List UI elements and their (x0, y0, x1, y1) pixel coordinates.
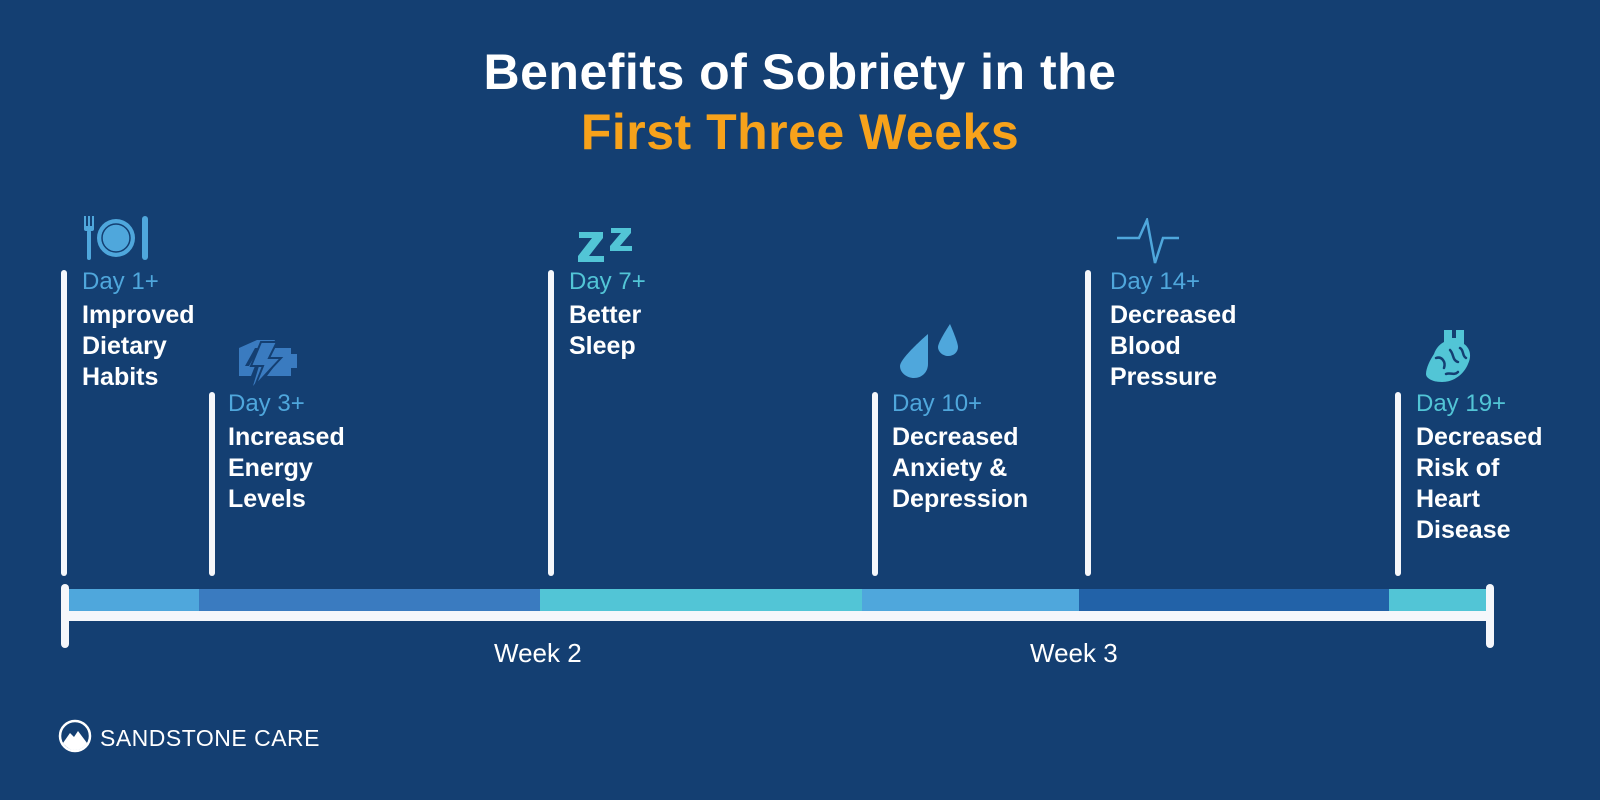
brand-name: SANDSTONE CARE (100, 725, 321, 751)
milestone-benefit-text: Decreased Risk of Heart Disease (1416, 423, 1543, 544)
week-label-3: Week 3 (1030, 638, 1118, 668)
timeline-segment-2 (199, 589, 540, 611)
fork-plate-knife-icon (82, 216, 152, 265)
milestone-benefit-text: Better Sleep (569, 301, 642, 360)
zz-sleep-icon (577, 226, 637, 269)
milestone-marker-line (1085, 270, 1091, 576)
milestone-day-label: Day 7+ (569, 268, 646, 295)
brand-logo: SANDSTONE CARE (58, 719, 320, 758)
battery-lightning-icon (237, 340, 301, 391)
milestone-benefit-text: Decreased Blood Pressure (1110, 301, 1237, 391)
timeline-segment-3 (540, 589, 862, 611)
milestone-benefit-text: Decreased Anxiety & Depression (892, 423, 1029, 513)
milestone-marker-line (872, 392, 878, 576)
milestone-benefit-text: Improved Dietary Habits (82, 301, 195, 391)
milestone-day-label: Day 10+ (892, 390, 983, 417)
milestone-day-label: Day 1+ (82, 268, 159, 295)
timeline-start-cap (61, 584, 69, 648)
milestone-benefit-text: Increased Energy Levels (228, 423, 345, 513)
title-line-1: Benefits of Sobriety in the (483, 44, 1117, 100)
week-label-2: Week 2 (494, 638, 582, 668)
milestone-marker-line (209, 392, 215, 576)
milestone-day-label: Day 19+ (1416, 390, 1507, 417)
milestone-day-label: Day 3+ (228, 390, 305, 417)
title-line-2: First Three Weeks (580, 104, 1020, 160)
timeline-segment-1 (68, 589, 199, 611)
timeline-segment-6 (1389, 589, 1486, 611)
timeline-baseline (64, 611, 1490, 621)
teardrops-icon (898, 324, 968, 383)
heart-organ-icon (1424, 328, 1474, 389)
heartbeat-pulse-icon (1117, 215, 1181, 273)
timeline-segment-4 (862, 589, 1079, 611)
timeline-end-cap (1486, 584, 1494, 648)
mountain-logo-icon (58, 719, 92, 758)
infographic-title: Benefits of Sobriety in the First Three … (0, 42, 1600, 162)
milestone-day-label: Day 14+ (1110, 268, 1201, 295)
milestone-marker-line (548, 270, 554, 576)
milestone-marker-line (1395, 392, 1401, 576)
milestone-marker-line (61, 270, 67, 576)
timeline-segment-5 (1079, 589, 1389, 611)
